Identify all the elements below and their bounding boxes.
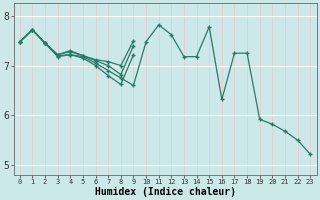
X-axis label: Humidex (Indice chaleur): Humidex (Indice chaleur): [94, 186, 236, 197]
